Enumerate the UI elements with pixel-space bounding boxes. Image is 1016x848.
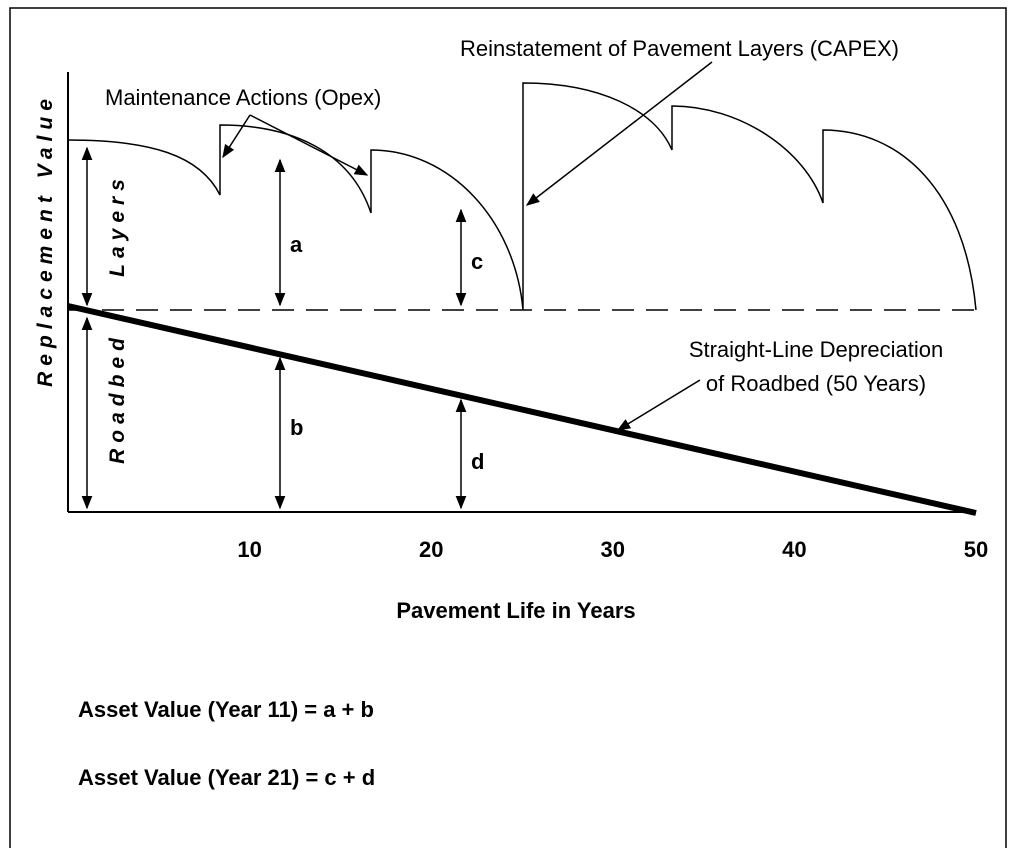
dimension-label: d — [471, 449, 484, 474]
dimension-label: c — [471, 249, 483, 274]
formula: Asset Value (Year 21) = c + d — [78, 765, 375, 790]
pointers — [222, 61, 713, 431]
depreciation-line — [67, 303, 977, 516]
pointer — [249, 114, 369, 176]
formula: Asset Value (Year 11) = a + b — [78, 697, 374, 722]
frame — [9, 7, 1007, 848]
dimension-arrows — [81, 146, 467, 510]
x-tick-label: 20 — [419, 537, 443, 562]
pointer — [525, 61, 713, 206]
x-tick-label: 30 — [601, 537, 625, 562]
x-tick-label: 50 — [964, 537, 988, 562]
x-tick-label: 40 — [782, 537, 806, 562]
annotation: of Roadbed (50 Years) — [706, 371, 926, 396]
y-axis-label: Replacement Value — [34, 93, 57, 387]
annotation: Maintenance Actions (Opex) — [105, 85, 381, 110]
annotation: Straight-Line Depreciation — [689, 337, 943, 362]
pointer — [222, 114, 251, 159]
dimension-label: a — [290, 232, 303, 257]
pointer — [616, 379, 701, 431]
region-label: Layers — [106, 173, 129, 277]
layer-value-curve — [67, 82, 977, 311]
x-axis-label: Pavement Life in Years — [396, 598, 635, 623]
region-label: Roadbed — [106, 332, 129, 464]
dimension-label: b — [290, 415, 303, 440]
annotation: Reinstatement of Pavement Layers (CAPEX) — [460, 36, 899, 61]
x-tick-label: 10 — [237, 537, 261, 562]
